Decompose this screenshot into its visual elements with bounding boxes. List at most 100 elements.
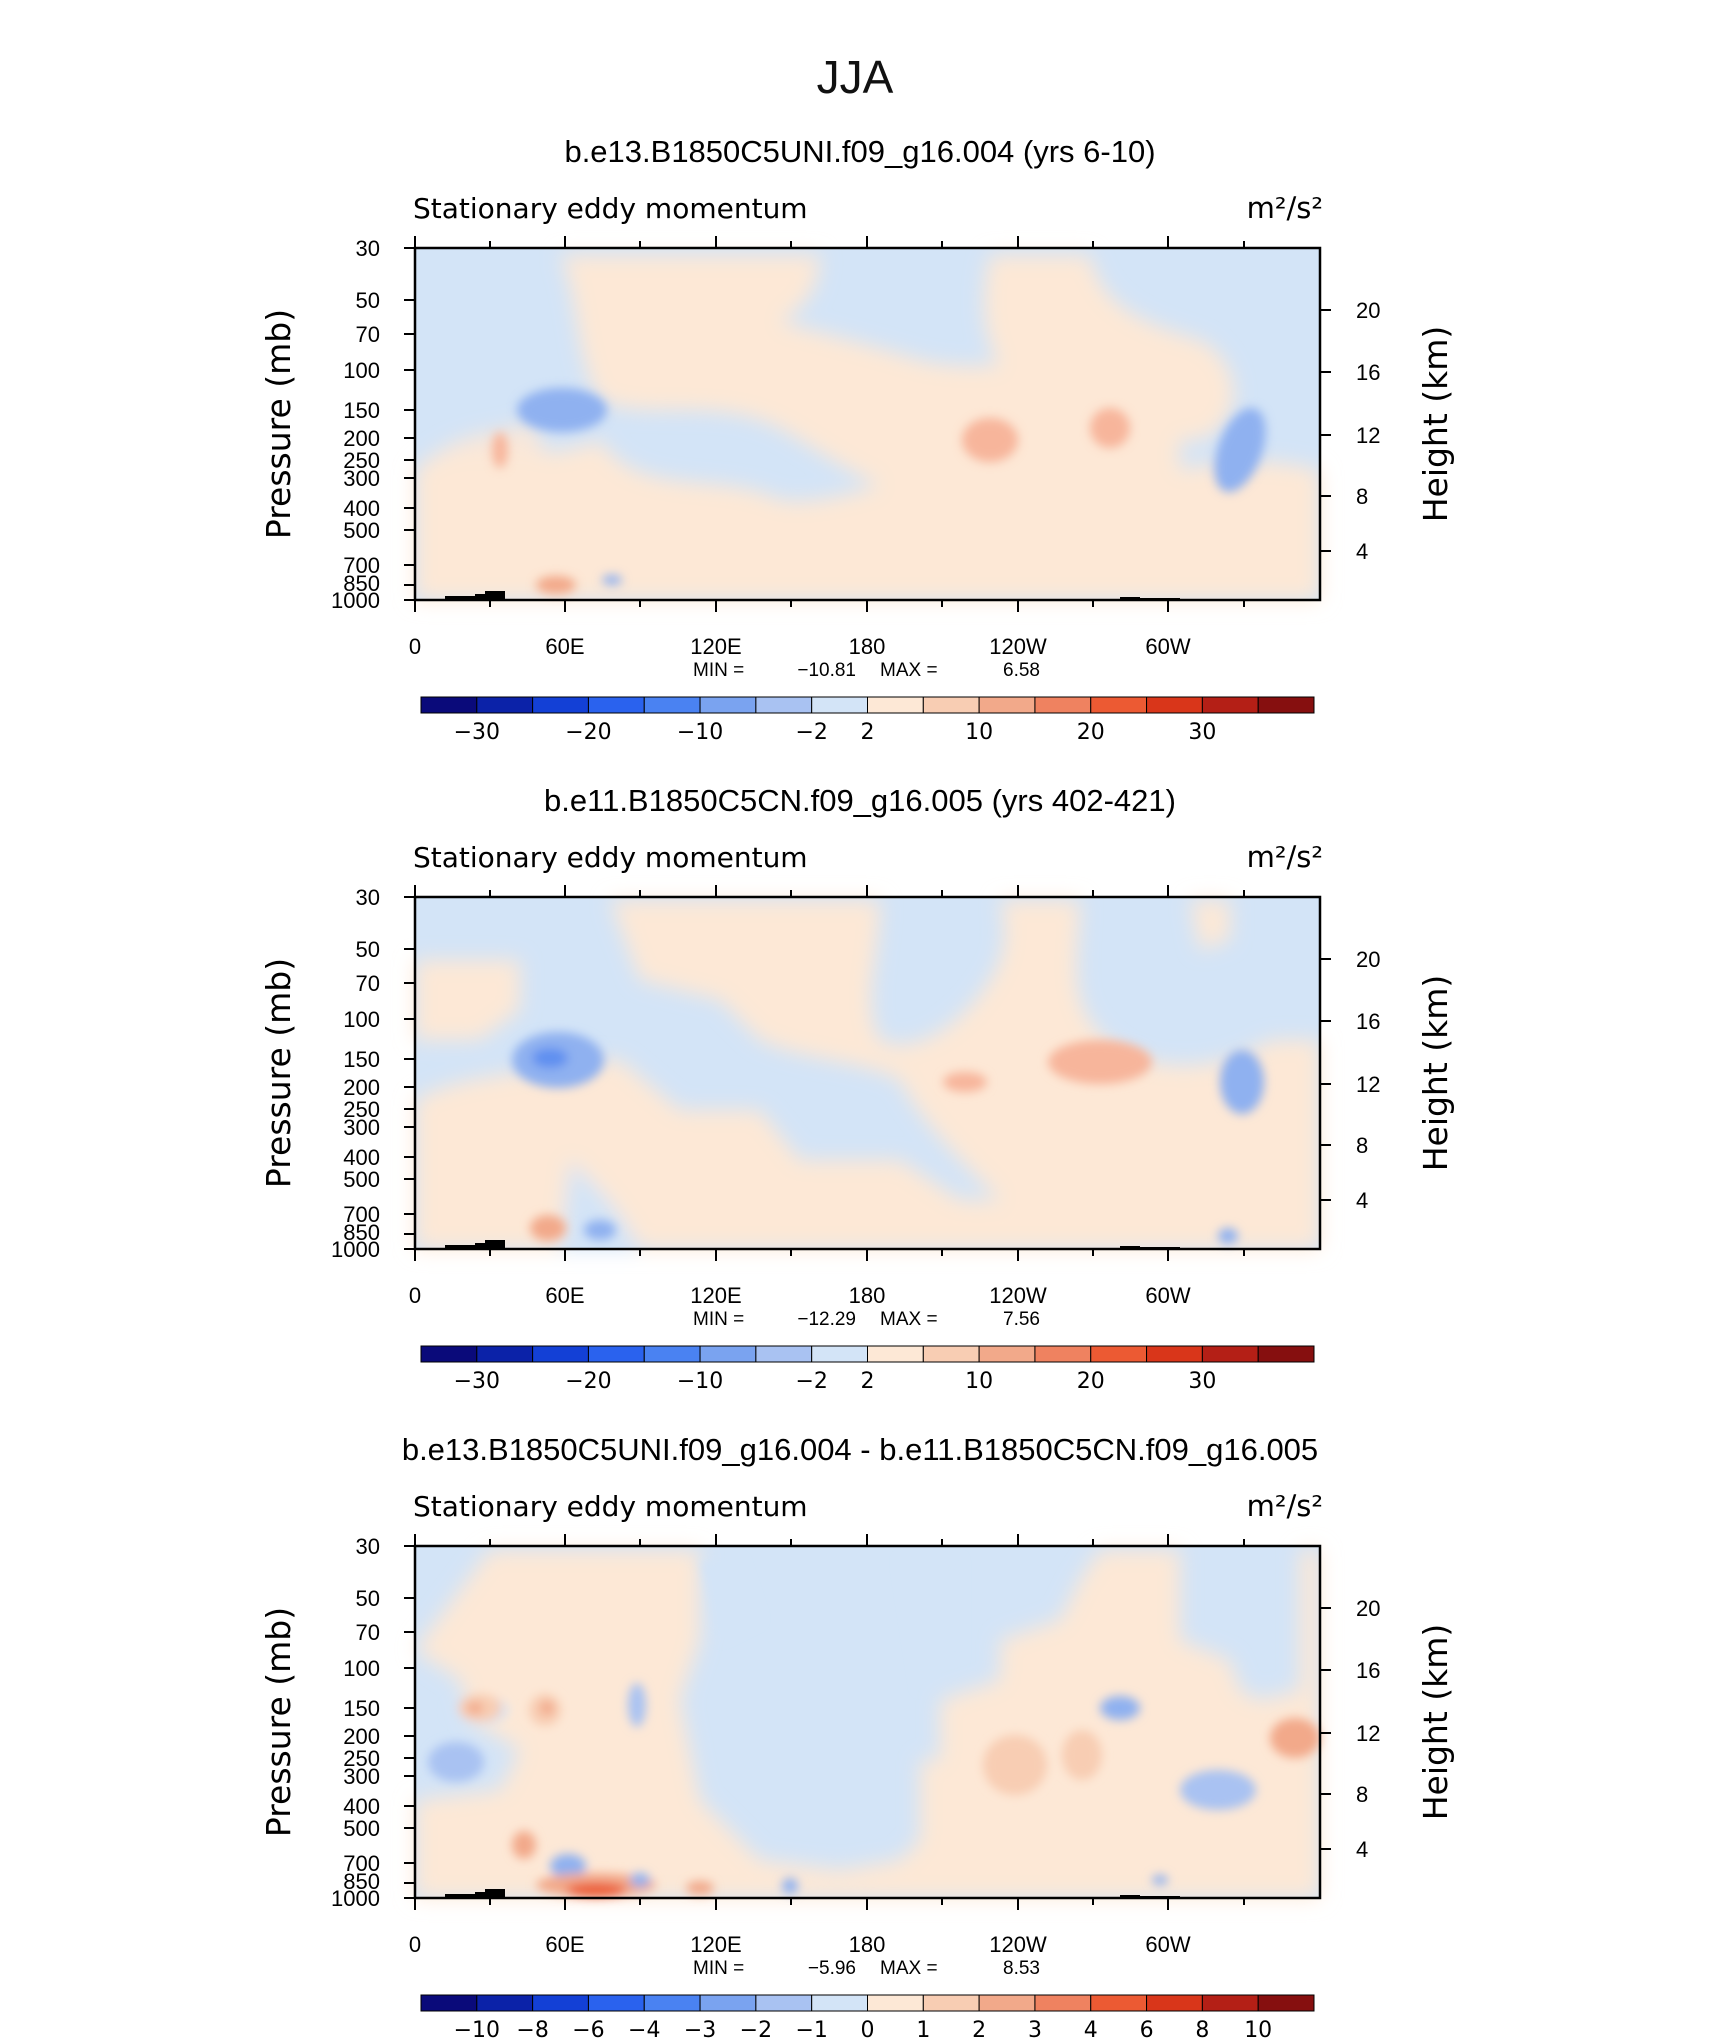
colorbar-label: −30 — [454, 720, 500, 745]
y-tick-labels: 30 50 70 100 150 200 250 300 400 500 700… — [331, 236, 380, 613]
colorbar-label: 30 — [1188, 720, 1216, 745]
y-tick-labels: 30 50 70 100 150 200 250 300 400 500 700… — [331, 885, 380, 1262]
colorbar-swatch — [1201, 1994, 1259, 2012]
colorbar-swatch — [532, 1994, 589, 2012]
x-tick-label: 0 — [409, 1283, 421, 1308]
y-tick-label: 400 — [343, 1794, 380, 1819]
heatmap-field — [415, 1546, 1320, 1898]
panel-2: b.e11.B1850C5CN.f09_g16.005 (yrs 402-421… — [259, 783, 1455, 1394]
y-tick-label: 30 — [356, 236, 380, 261]
x-tick-label: 120W — [989, 634, 1047, 659]
colorbar-swatch — [587, 1345, 645, 1363]
colorbar-swatch — [1034, 1994, 1092, 2012]
y-tick-label: 300 — [343, 1115, 380, 1140]
colorbar-label: −2 — [740, 2018, 772, 2038]
colorbar-swatch — [532, 696, 589, 714]
y-tick-label: 850 — [343, 1220, 380, 1245]
colorbar-swatch — [867, 1994, 924, 2012]
colorbar-swatch — [643, 696, 701, 714]
height-tick-label: 4 — [1356, 1837, 1368, 1862]
heatmap-field — [415, 897, 1320, 1249]
y-tick-label: 70 — [356, 1620, 380, 1645]
height-tick-label: 16 — [1356, 1658, 1380, 1683]
colorbar-swatch — [867, 1345, 924, 1363]
x-axis — [414, 236, 1245, 612]
panel-subtitle: Stationary eddy momentum — [413, 1490, 808, 1523]
y-tick-label: 500 — [343, 1816, 380, 1841]
colorbar-swatch — [699, 696, 757, 714]
panel-units: m²/s² — [1247, 191, 1323, 225]
y-tick-label: 200 — [343, 1075, 380, 1100]
height-tick-label: 20 — [1356, 298, 1380, 323]
colorbar-swatch — [978, 696, 1036, 714]
colorbar-swatch — [1257, 1345, 1315, 1363]
x-tick-label: 0 — [409, 634, 421, 659]
max-label: MAX = — [880, 1309, 938, 1330]
min-max-readout: MIN = −12.29 MAX = 7.56 — [693, 1309, 1040, 1330]
y-tick-label: 1000 — [331, 1886, 380, 1911]
y-tick-label: 250 — [343, 448, 380, 473]
y-tick-label: 1000 — [331, 588, 380, 613]
height-tick-labels: 20 16 12 8 4 — [1356, 947, 1380, 1213]
y-tick-label: 150 — [343, 1047, 380, 1072]
colorbar-label: 2 — [861, 720, 875, 745]
colorbar: −30 −20 −10 −2 2 10 20 30 — [420, 696, 1315, 745]
panel-subtitle: Stationary eddy momentum — [413, 841, 808, 874]
x-tick-label: 60W — [1145, 1932, 1190, 1957]
min-max-readout: MIN = −5.96 MAX = 8.53 — [693, 1958, 1040, 1979]
y-tick-label: 700 — [343, 553, 380, 578]
max-value: 6.58 — [1003, 660, 1040, 681]
panel-units: m²/s² — [1247, 1489, 1323, 1523]
colorbar-swatch — [587, 696, 645, 714]
height-tick-label: 12 — [1356, 423, 1380, 448]
y-tick-label: 250 — [343, 1097, 380, 1122]
colorbar-swatch — [643, 1345, 701, 1363]
height-tick-label: 16 — [1356, 1009, 1380, 1034]
height-tick-label: 16 — [1356, 360, 1380, 385]
y-tick-label: 100 — [343, 1007, 380, 1032]
colorbar-swatch — [476, 1345, 534, 1363]
y-tick-label: 30 — [356, 885, 380, 910]
y-axis-right-label: Height (km) — [1416, 1624, 1455, 1821]
colorbar-swatch — [811, 696, 868, 714]
colorbar-swatch — [978, 1994, 1036, 2012]
colorbar-swatch — [755, 696, 813, 714]
x-tick-label: 120W — [989, 1283, 1047, 1308]
y-axis-height — [1320, 1607, 1331, 1850]
colorbar-label: 2 — [861, 1369, 875, 1394]
colorbar-swatch — [1146, 1994, 1203, 2012]
height-tick-label: 12 — [1356, 1072, 1380, 1097]
x-tick-label: 60W — [1145, 1283, 1190, 1308]
colorbar-label: −2 — [795, 1369, 827, 1394]
y-tick-label: 70 — [356, 971, 380, 996]
min-label: MIN = — [693, 1958, 744, 1979]
y-tick-label: 300 — [343, 1764, 380, 1789]
height-tick-labels: 20 16 12 8 4 — [1356, 298, 1380, 564]
colorbar-swatch — [476, 696, 534, 714]
y-tick-label: 100 — [343, 358, 380, 383]
max-value: 8.53 — [1003, 1958, 1040, 1979]
y-tick-labels: 30 50 70 100 150 200 250 300 400 500 700… — [331, 1534, 380, 1911]
x-tick-label: 120E — [690, 1932, 741, 1957]
panel-title: b.e13.B1850C5UNI.f09_g16.004 (yrs 6-10) — [564, 134, 1155, 169]
height-tick-label: 4 — [1356, 1188, 1368, 1213]
x-tick-label: 60E — [545, 634, 584, 659]
colorbar-label: −6 — [572, 2018, 604, 2038]
min-value: −5.96 — [808, 1958, 856, 1979]
y-tick-label: 200 — [343, 426, 380, 451]
height-tick-label: 8 — [1356, 1782, 1368, 1807]
y-axis-pressure — [404, 247, 415, 601]
max-label: MAX = — [880, 1958, 938, 1979]
y-tick-label: 150 — [343, 398, 380, 423]
colorbar-swatch — [755, 1345, 813, 1363]
colorbar-swatch — [1034, 696, 1092, 714]
y-tick-label: 500 — [343, 1167, 380, 1192]
y-tick-label: 70 — [356, 322, 380, 347]
y-tick-label: 700 — [343, 1851, 380, 1876]
colorbar-swatch — [420, 1994, 478, 2012]
y-tick-label: 1000 — [331, 1237, 380, 1262]
colorbar-swatch — [1146, 1345, 1203, 1363]
max-label: MAX = — [880, 660, 938, 681]
y-tick-label: 100 — [343, 1656, 380, 1681]
